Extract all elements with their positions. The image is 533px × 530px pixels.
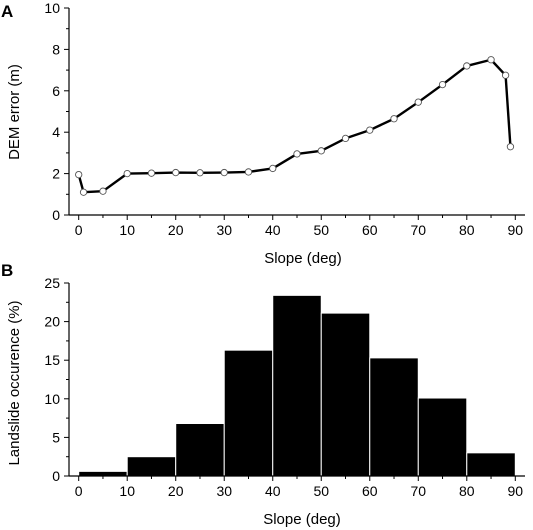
data-point [75, 170, 83, 179]
data-point [269, 164, 277, 173]
data-point [244, 168, 253, 176]
histogram-bar [417, 397, 468, 477]
data-point [438, 80, 447, 89]
data-point [341, 134, 350, 143]
data-point [123, 169, 131, 178]
data-point [317, 147, 325, 155]
y-tick-label: 10 [44, 0, 60, 16]
panel-b-y-axis-title: Landslide occurence (%) [6, 300, 23, 465]
y-tick-label: 8 [52, 41, 60, 57]
histogram-bar [223, 349, 274, 477]
x-tick-label: 10 [119, 222, 135, 238]
x-tick-label: 90 [508, 222, 524, 238]
data-point [220, 168, 228, 177]
panel-a-x-ticks: 0 10 20 30 40 50 60 70 80 90 [75, 215, 523, 238]
x-tick-label: 40 [265, 483, 281, 499]
data-point [172, 168, 180, 177]
x-tick-label: 90 [508, 483, 524, 499]
data-point [487, 56, 495, 64]
panel-a-y-ticks: 0 2 4 6 8 10 [44, 0, 69, 223]
data-point [506, 143, 515, 151]
y-tick-label: 10 [44, 391, 60, 407]
histogram-bar [320, 312, 371, 477]
x-tick-label: 50 [313, 483, 329, 499]
x-tick-label: 80 [459, 483, 475, 499]
x-tick-label: 70 [410, 222, 426, 238]
y-tick-label: 25 [44, 275, 60, 291]
data-point [79, 188, 88, 196]
y-tick-label: 15 [44, 352, 60, 368]
panel-a-plot-area [68, 8, 525, 216]
data-point [366, 126, 374, 134]
data-point [196, 169, 204, 177]
x-tick-label: 30 [216, 483, 232, 499]
x-tick-label: 70 [410, 483, 426, 499]
histogram-bar [126, 456, 177, 477]
panel-b-x-ticks: 0 10 20 30 40 50 60 70 80 90 [75, 476, 523, 499]
x-tick-label: 10 [119, 483, 135, 499]
data-point [390, 115, 398, 123]
histogram-bar [272, 294, 322, 477]
panel-b: B 0 10 20 30 40 50 60 70 80 90 0 5 10 15 20 25 Slope (… [1, 261, 525, 528]
x-tick-label: 60 [362, 222, 378, 238]
x-tick-label: 80 [459, 222, 475, 238]
y-tick-label: 20 [44, 314, 60, 330]
data-point [293, 150, 301, 158]
x-tick-label: 0 [75, 222, 83, 238]
y-tick-label: 0 [52, 468, 60, 484]
y-tick-label: 4 [52, 124, 60, 140]
y-tick-label: 0 [52, 207, 60, 223]
y-tick-label: 6 [52, 83, 60, 99]
x-tick-label: 30 [216, 222, 232, 238]
x-tick-label: 60 [362, 483, 378, 499]
panel-b-y-ticks: 0 5 10 15 20 25 [44, 275, 69, 484]
y-tick-label: 5 [52, 429, 60, 445]
series-line [77, 58, 512, 194]
panel-b-plot-area [68, 283, 525, 477]
x-tick-label: 50 [313, 222, 329, 238]
panel-a-y-axis-title: DEM error (m) [6, 64, 23, 160]
y-tick-label: 2 [52, 166, 60, 182]
x-tick-label: 40 [265, 222, 281, 238]
histogram-bar [78, 470, 128, 477]
data-point [99, 187, 107, 195]
panel-b-x-axis-title: Slope (deg) [263, 511, 341, 528]
data-point [414, 98, 422, 106]
panel-b-letter: B [1, 261, 13, 280]
panel-a: A 0 10 20 30 40 50 60 70 80 90 0 2 4 6 8 10 Slope (deg… [1, 0, 525, 267]
panel-a-letter: A [1, 2, 13, 21]
data-point [501, 71, 510, 79]
histogram-bar [466, 452, 516, 477]
histogram-bar [369, 357, 419, 477]
data-point [147, 169, 156, 177]
data-point [463, 62, 471, 70]
x-tick-label: 20 [168, 483, 184, 499]
x-tick-label: 0 [75, 483, 83, 499]
panel-a-x-axis-title: Slope (deg) [264, 250, 342, 267]
histogram-bar [175, 423, 225, 477]
x-tick-label: 20 [168, 222, 184, 238]
